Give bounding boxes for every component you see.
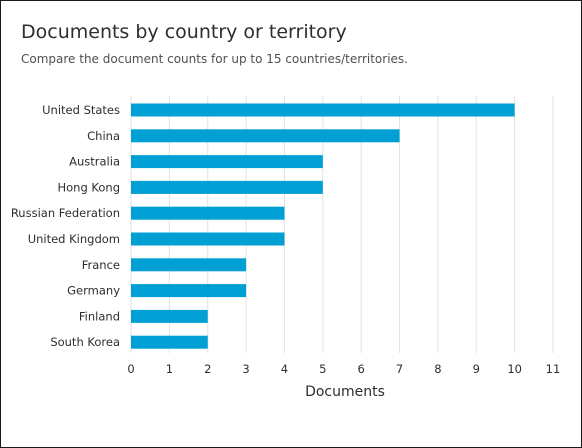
category-label: United States [42,103,120,117]
bar[interactable] [131,129,400,143]
chart-title: Documents by country or territory [21,21,347,43]
category-label: United Kingdom [28,232,120,246]
category-label: Finland [79,309,120,323]
bar[interactable] [131,180,323,194]
category-label: China [87,129,120,143]
bar[interactable] [131,155,323,169]
x-tick-label: 0 [127,362,134,376]
category-label: Australia [69,155,120,169]
bar[interactable] [131,258,247,272]
x-tick-label: 11 [546,362,561,376]
x-tick-label: 5 [319,362,326,376]
bar[interactable] [131,309,208,323]
x-tick-label: 2 [204,362,211,376]
x-tick-label: 4 [281,362,288,376]
x-tick-label: 6 [358,362,365,376]
bars [131,103,515,349]
category-labels: United States China Australia Hong Kong Russ… [11,103,120,349]
x-tick-labels: 0 1 2 3 4 5 6 7 8 9 10 11 [127,362,560,376]
bar[interactable] [131,335,208,349]
category-label: Germany [67,284,120,298]
x-tick-label: 10 [507,362,522,376]
category-label: Russian Federation [11,206,120,220]
bar[interactable] [131,232,285,246]
x-axis-title: Documents [305,384,385,400]
x-tick-label: 1 [166,362,173,376]
x-tick-label: 9 [473,362,480,376]
category-label: France [82,258,120,272]
x-tick-label: 7 [396,362,403,376]
category-label: South Korea [50,335,120,349]
category-label: Hong Kong [57,180,120,194]
x-tick-label: 8 [434,362,441,376]
bar[interactable] [131,284,247,298]
bar[interactable] [131,206,285,220]
x-tick-label: 3 [242,362,249,376]
bar[interactable] [131,103,515,117]
chart-subtitle: Compare the document counts for up to 15… [21,52,408,66]
